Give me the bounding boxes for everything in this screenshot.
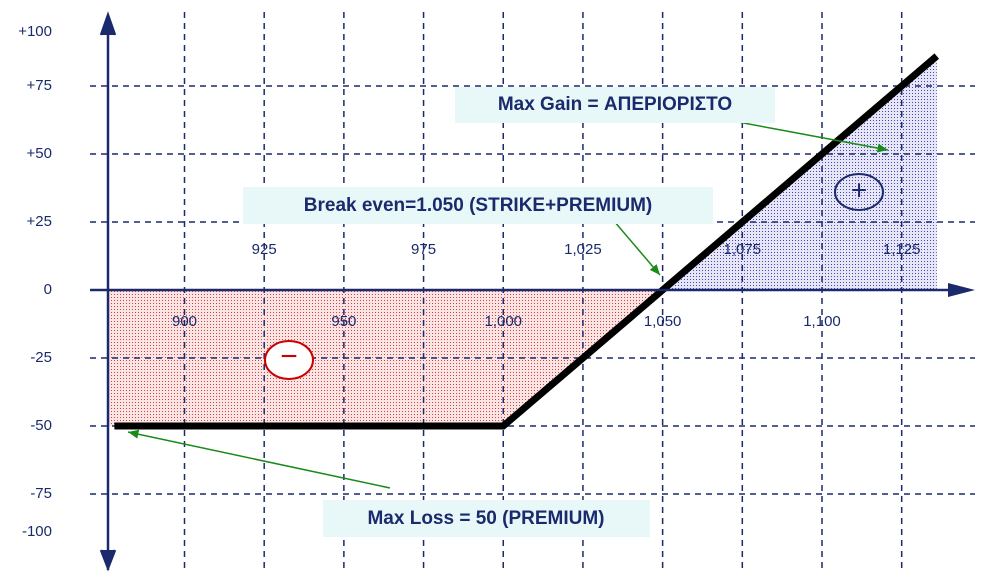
- annotation-box: [243, 187, 713, 224]
- annotation-box: [323, 500, 650, 537]
- loss-area: [108, 290, 663, 426]
- x-tick-label: 1,125: [883, 241, 921, 258]
- x-axis-arrow: [948, 283, 975, 297]
- x-tick-label: 1,050: [644, 313, 682, 330]
- gain-symbol: +: [851, 174, 867, 205]
- y-tick-label: 0: [44, 281, 52, 298]
- x-tick-label: 975: [411, 241, 436, 258]
- y-tick-label: -75: [30, 485, 52, 502]
- x-tick-label: 1,075: [724, 241, 762, 258]
- y-tick-label: -50: [30, 417, 52, 434]
- arrow: [127, 429, 391, 489]
- x-tick-label: 900: [172, 313, 197, 330]
- y-axis: [99, 11, 117, 572]
- annotation: Break even=1.050 (STRIKE+PREMIUM): [304, 195, 652, 216]
- annotation: Max Gain = ΑΠΕΡΙΟΡΙΣΤΟ: [498, 94, 732, 115]
- x-tick-label: 1,100: [803, 313, 841, 330]
- annotation-box: [455, 87, 775, 123]
- x-tick-label: 925: [252, 241, 277, 258]
- gain-circle: [834, 173, 884, 211]
- x-tick-label: 950: [331, 313, 356, 330]
- y-tick-label: +50: [27, 145, 52, 162]
- loss-circle: [264, 340, 314, 380]
- arrow: [607, 213, 661, 276]
- y-tick-label: -100: [22, 523, 52, 540]
- plot: [114, 53, 940, 430]
- x-tick-label: 1,000: [484, 313, 522, 330]
- x-tick-label: 1,025: [564, 241, 602, 258]
- loss-symbol: −: [280, 340, 298, 373]
- annotation: Max Loss = 50 (PREMIUM): [367, 508, 604, 529]
- payoff-line: [114, 53, 940, 430]
- y-tick-label: +75: [27, 77, 52, 94]
- y-tick-label: -25: [30, 349, 52, 366]
- y-tick-label: +25: [27, 213, 52, 230]
- y-tick-label: +100: [18, 23, 52, 40]
